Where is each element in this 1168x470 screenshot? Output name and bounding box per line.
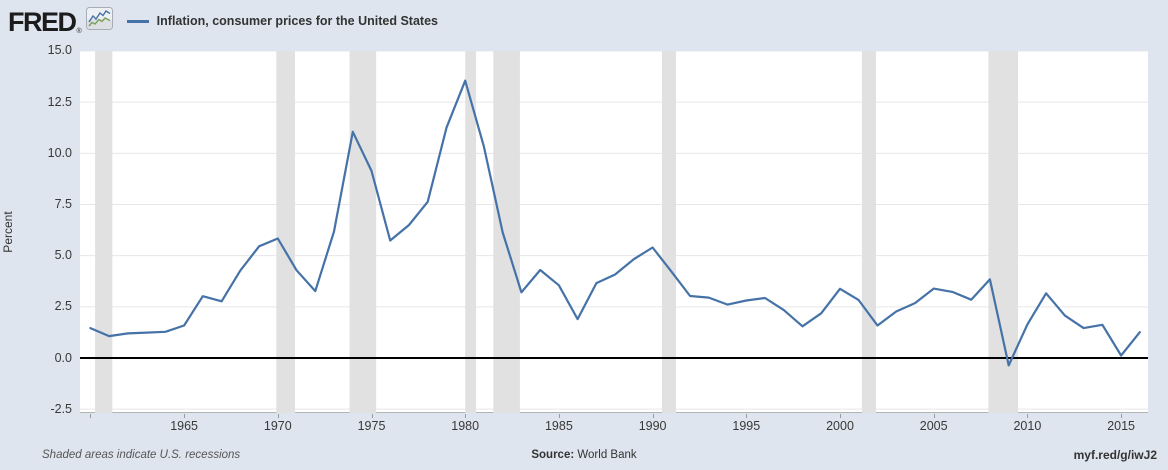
fred-logo-wordmark: FRED [8,6,77,37]
x-axis-tick-label: 1995 [732,419,761,433]
inflation-line-chart[interactable] [80,51,1148,413]
x-axis-tick-mark [277,414,279,418]
y-axis-tick-label: 12.5 [47,94,72,109]
y-axis-tick-label: 7.5 [54,196,72,211]
chart-title: Inflation, consumer prices for the Unite… [156,14,438,28]
x-axis-tick-mark [558,414,560,418]
chart-header: FRED ® Inflation, consumer prices for th… [0,0,1168,42]
x-axis-tick-label: 1970 [263,419,292,433]
x-axis-tick-label: 1980 [451,419,480,433]
x-axis-tick-label: 1985 [544,419,573,433]
x-axis-tick-mark [371,414,373,418]
x-axis-tick-label: 1990 [638,419,667,433]
x-axis-tick-mark [90,414,92,418]
x-axis-tick-label: 2015 [1107,419,1135,433]
recession-band [988,51,1019,413]
recession-note: Shaded areas indicate U.S. recessions [42,449,241,461]
recession-band [861,51,876,413]
x-axis-tick-mark [1027,414,1029,418]
recession-band [493,51,520,413]
source-label: Source: [531,449,575,461]
recession-band [465,51,477,413]
x-axis-tick-mark [652,414,654,418]
x-axis-tick-mark [465,414,467,418]
plot-area[interactable] [80,51,1148,413]
x-axis-tick-mark [1121,414,1123,418]
x-axis-tick-label: 1975 [357,419,386,433]
x-axis-tick-mark [933,414,935,418]
fred-sparkline-icon [85,6,113,35]
share-url-link[interactable]: myf.red/g/iwJ2 [1073,448,1157,462]
recession-band [276,51,296,413]
y-axis-tick-label: 0.0 [54,350,72,365]
x-axis-tick-label: 2010 [1013,419,1042,433]
y-axis-tick-label: 5.0 [54,248,72,263]
x-axis-tick-label: 2000 [826,419,854,433]
x-axis-tick-mark [184,414,186,418]
inflation-line-series[interactable] [89,79,1141,367]
y-axis-tick-label: 2.5 [54,299,72,314]
series-legend-dash-icon [126,19,149,23]
x-axis-tick-label: 1965 [170,419,198,433]
fred-logo-link[interactable]: FRED ® [8,6,113,37]
y-axis-tick-label: 10.0 [47,145,72,160]
recession-band [661,51,677,413]
chart-footer: Shaded areas indicate U.S. recessions So… [0,440,1168,470]
source-attribution: Source: World Bank [0,449,1168,461]
x-axis-tick-mark [746,414,748,418]
y-axis-tick-label: -2.5 [50,401,72,416]
fred-logo-registered-mark: ® [76,27,82,35]
recession-band [349,51,377,413]
recession-band [95,51,113,413]
source-value: World Bank [577,449,637,461]
x-axis-tick-label: 2005 [919,419,948,433]
y-axis-tick-label: 15.0 [47,43,72,58]
x-axis-tick-mark [840,414,841,418]
